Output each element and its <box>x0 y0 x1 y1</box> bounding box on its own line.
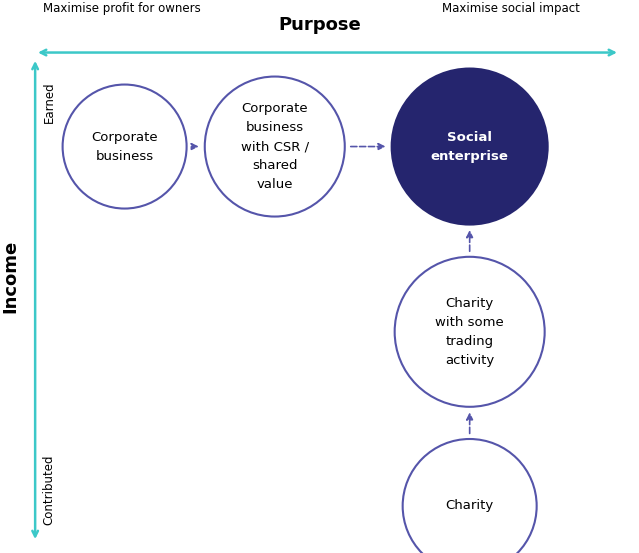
Text: Charity
with some
trading
activity: Charity with some trading activity <box>435 297 504 367</box>
Text: Purpose: Purpose <box>278 16 361 34</box>
Ellipse shape <box>403 439 537 553</box>
Text: Contributed: Contributed <box>43 454 56 525</box>
Ellipse shape <box>392 69 548 225</box>
Ellipse shape <box>63 85 187 208</box>
Text: Earned: Earned <box>43 81 56 123</box>
Ellipse shape <box>395 257 544 407</box>
Text: Corporate
business
with CSR /
shared
value: Corporate business with CSR / shared val… <box>241 102 309 191</box>
Text: Maximise profit for owners: Maximise profit for owners <box>43 2 200 15</box>
Text: Charity: Charity <box>445 499 494 513</box>
Ellipse shape <box>204 76 345 217</box>
Text: Maximise social impact: Maximise social impact <box>442 2 580 15</box>
Text: Income: Income <box>2 240 20 313</box>
Text: Corporate
business: Corporate business <box>91 131 158 163</box>
Text: Social
enterprise: Social enterprise <box>431 131 509 163</box>
